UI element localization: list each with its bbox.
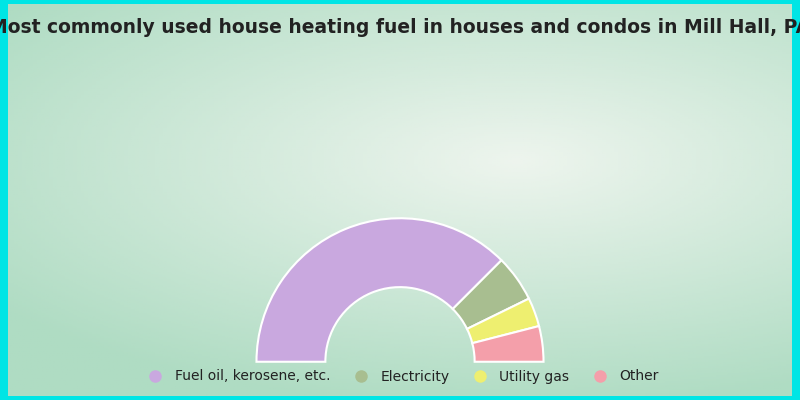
Wedge shape xyxy=(257,218,502,362)
Wedge shape xyxy=(472,326,543,362)
Text: Most commonly used house heating fuel in houses and condos in Mill Hall, PA: Most commonly used house heating fuel in… xyxy=(0,18,800,37)
Legend: Fuel oil, kerosene, etc., Electricity, Utility gas, Other: Fuel oil, kerosene, etc., Electricity, U… xyxy=(136,364,664,389)
Wedge shape xyxy=(467,299,539,343)
Wedge shape xyxy=(453,260,529,329)
